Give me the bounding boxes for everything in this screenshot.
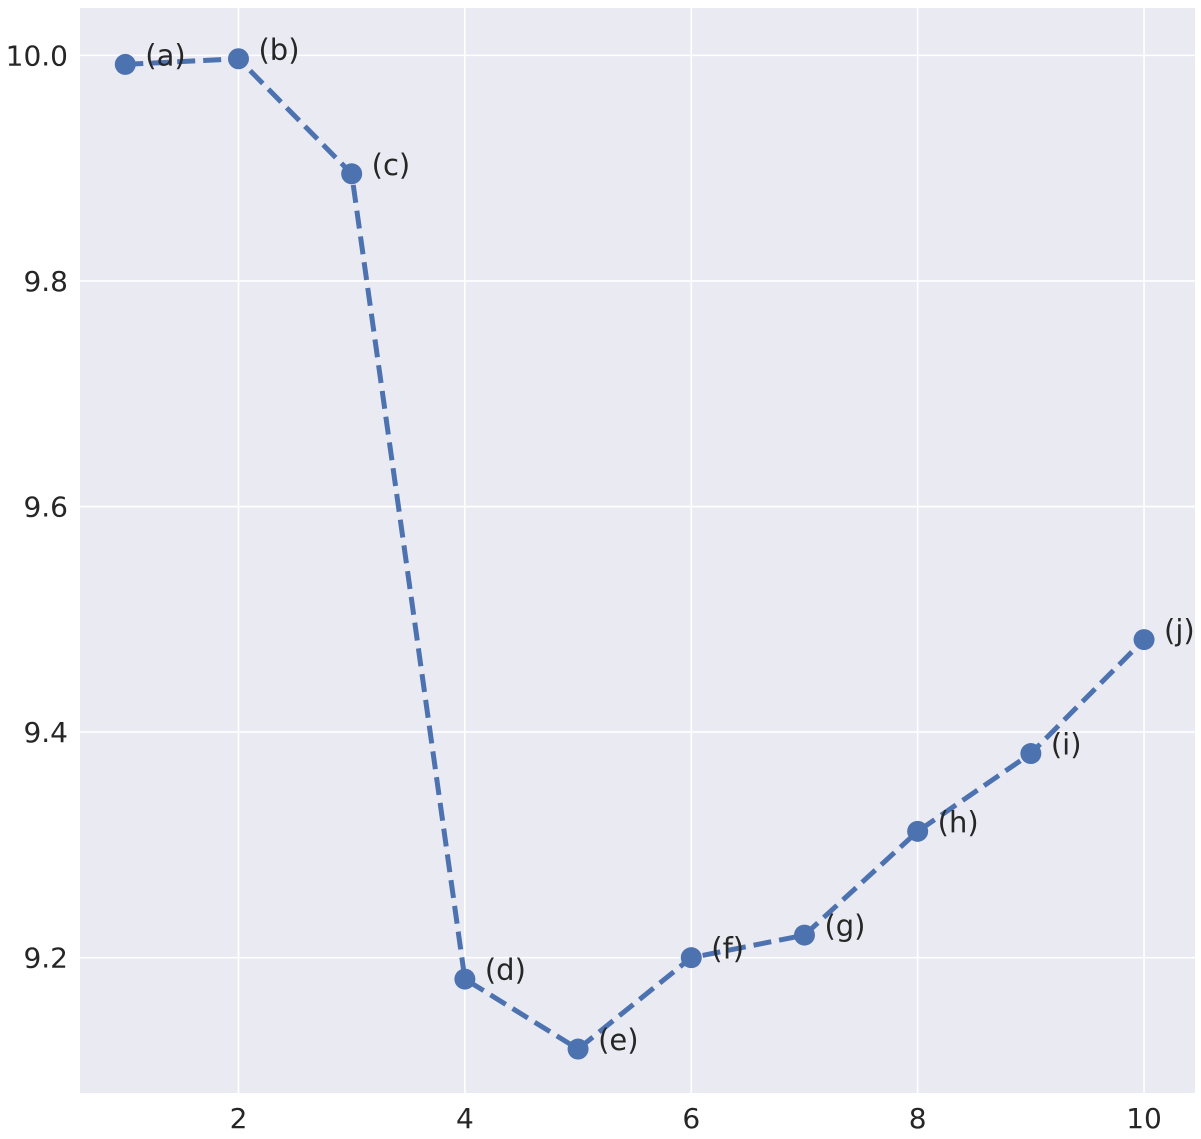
data-point	[114, 53, 136, 75]
point-label: (c)	[372, 148, 411, 182]
x-tick-label: 8	[909, 1102, 927, 1135]
y-tick-label: 9.2	[23, 942, 68, 975]
series-line	[125, 56, 1146, 1052]
x-axis: 2 4 6 8 10	[230, 1102, 1162, 1135]
y-tick-label: 10.0	[6, 39, 68, 72]
data-point	[680, 947, 702, 969]
y-tick-label: 9.8	[23, 265, 68, 298]
data-point	[1133, 629, 1155, 651]
series-layer	[114, 48, 1155, 1060]
data-point	[227, 48, 249, 70]
y-axis: 9.2 9.4 9.6 9.8 10.0	[6, 39, 68, 974]
x-tick-label: 2	[230, 1102, 248, 1135]
x-tick-label: 6	[682, 1102, 700, 1135]
y-tick-label: 9.4	[23, 716, 68, 749]
plot-area	[80, 8, 1195, 1093]
y-tick-label: 9.6	[23, 491, 68, 524]
x-grid	[237, 8, 1145, 1093]
data-point	[454, 968, 476, 990]
point-label: (b)	[258, 33, 299, 67]
data-point	[793, 924, 815, 946]
point-label: (g)	[824, 909, 865, 943]
point-labels: (a) (b) (c) (d) (e) (f) (g) (h) (i) (j)	[145, 33, 1194, 1057]
point-label: (i)	[1051, 728, 1082, 762]
data-point	[567, 1038, 589, 1060]
point-label: (h)	[938, 805, 979, 839]
data-point	[907, 820, 929, 842]
point-label: (d)	[485, 953, 526, 987]
data-point	[1020, 743, 1042, 765]
point-label: (e)	[598, 1023, 638, 1057]
point-label: (f)	[711, 932, 744, 966]
point-label: (a)	[145, 38, 185, 72]
data-point	[341, 163, 363, 185]
y-grid	[80, 54, 1195, 959]
x-tick-label: 10	[1126, 1102, 1162, 1135]
point-label: (j)	[1164, 614, 1195, 648]
x-tick-label: 4	[456, 1102, 474, 1135]
